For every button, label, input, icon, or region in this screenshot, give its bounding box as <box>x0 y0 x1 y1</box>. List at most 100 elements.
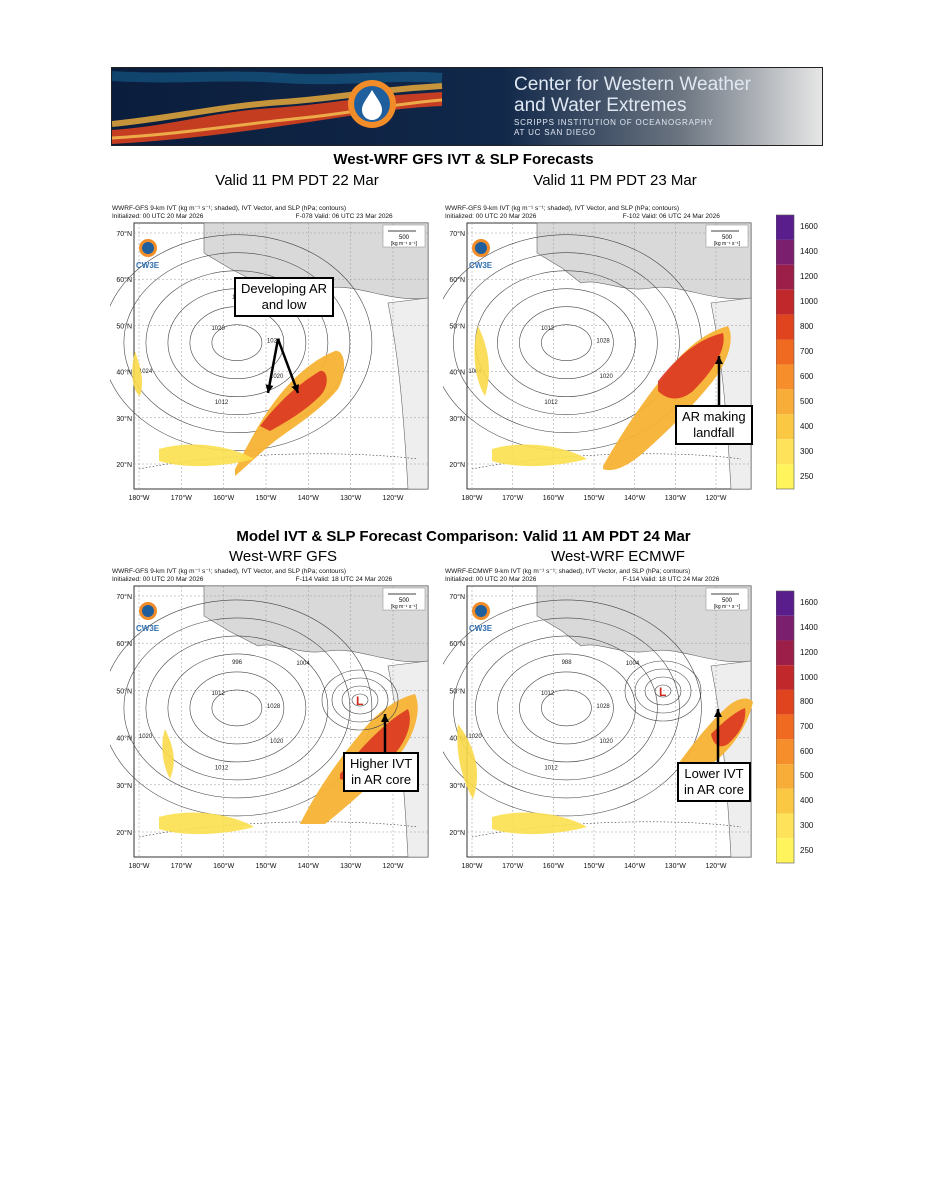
contour-label: 1028 <box>596 339 610 345</box>
colorbar-level-label: 1000 <box>800 672 818 682</box>
colorbar-level-label: 600 <box>800 746 814 756</box>
annotation-callout: AR making landfall <box>675 405 753 445</box>
lat-label: 60°N <box>116 276 132 284</box>
colorbar-swatch <box>776 788 794 814</box>
lon-label: 150°W <box>255 862 276 870</box>
slp-contour <box>110 234 373 451</box>
contour-label: 1028 <box>596 704 610 710</box>
colorbar-swatch <box>776 665 794 690</box>
annotation-callout: Higher IVT in AR core <box>343 752 420 792</box>
panel-header-valid: F-114 Valid: 18 UTC 24 Mar 2026 <box>622 576 720 583</box>
contour-label: 1020 <box>270 739 284 745</box>
contour-label: 996 <box>232 660 243 666</box>
map-panel-ecmwf-24mar: WWRF-ECMWF 9-km IVT (kg m⁻¹ s⁻¹; shaded)… <box>443 568 773 873</box>
section1-left-title: Valid 11 PM PDT 22 Mar <box>215 172 379 189</box>
panel-header-valid: F-114 Valid: 18 UTC 24 Mar 2026 <box>295 576 393 583</box>
slp-contour <box>123 252 351 433</box>
lat-label: 70°N <box>449 230 465 238</box>
colorbar-level-label: 1000 <box>800 297 818 307</box>
slp-contour <box>145 635 329 781</box>
colorbar-swatches <box>776 590 795 864</box>
contour-label: 1012 <box>211 691 225 697</box>
colorbar-level-label: 1400 <box>800 247 818 257</box>
banner-graphic <box>112 68 822 145</box>
contour-label: 1012 <box>541 691 555 697</box>
lat-label: 50°N <box>449 687 465 695</box>
lon-label: 170°W <box>171 494 192 502</box>
contour-label: 1004 <box>626 661 640 667</box>
lat-label: 50°N <box>449 322 465 330</box>
lat-label: 40°N <box>116 735 132 743</box>
lat-label: 40°N <box>449 369 465 377</box>
section1-right-title: Valid 11 PM PDT 23 Mar <box>533 172 697 189</box>
vector-key-units: [kg m⁻¹ s⁻¹] <box>714 604 741 610</box>
lat-label: 70°N <box>116 593 132 601</box>
cw3e-logo-text: CW3E <box>469 624 493 633</box>
slp-contour <box>541 324 592 361</box>
colorbar-level-label: 600 <box>800 371 814 381</box>
colorbar-swatch <box>776 591 794 616</box>
colorbar-swatch <box>776 414 794 440</box>
slp-contour <box>453 617 680 799</box>
ivt-colorbar-top: 1600 1400 1200 1000 800 700 600 500 400 300 250 <box>776 212 826 492</box>
colorbar-swatch <box>776 439 794 465</box>
lat-label: 30°N <box>449 415 465 423</box>
slp-contour <box>497 288 636 397</box>
lon-label: 130°W <box>340 862 361 870</box>
panel-header-description: WWRF-GFS 9-km IVT (kg m⁻¹ s⁻¹; shaded), … <box>445 205 680 212</box>
colorbar-swatch <box>776 239 794 265</box>
lat-label: 50°N <box>116 687 132 695</box>
contour-label: 1020 <box>211 326 225 332</box>
colorbar-level-label: 300 <box>800 446 814 456</box>
map-panel-gfs-23mar: WWRF-GFS 9-km IVT (kg m⁻¹ s⁻¹; shaded), … <box>443 205 773 505</box>
colorbar-level-label: 500 <box>800 771 814 781</box>
land-alaska <box>203 585 429 663</box>
panel-header-init: Initialized: 00 UTC 20 Mar 2026 <box>445 576 537 583</box>
vector-key-box <box>705 587 749 611</box>
lat-label: 40°N <box>449 735 465 743</box>
lat-label: 40°N <box>116 369 132 377</box>
vector-key-box <box>382 587 426 611</box>
lat-label: 60°N <box>116 640 132 648</box>
colorbar-swatch <box>776 739 794 765</box>
lon-label: 180°W <box>128 862 149 870</box>
banner-subtitle: SCRIPPS INSTITUTION OF OCEANOGRAPHY AT U… <box>514 118 714 137</box>
annotation-arrow <box>276 338 300 394</box>
annotation-arrow <box>266 338 280 394</box>
ar-core-shading <box>260 370 327 431</box>
colorbar-swatch <box>776 714 794 740</box>
land-west-coast <box>387 297 429 490</box>
lon-label: 180°W <box>461 494 482 502</box>
panel-header-init: Initialized: 00 UTC 20 Mar 2026 <box>445 213 537 220</box>
map-panel-gfs-22mar: WWRF-GFS 9-km IVT (kg m⁻¹ s⁻¹; shaded), … <box>110 205 430 505</box>
vector-key-value: 500 <box>399 235 410 241</box>
lon-label: 150°W <box>583 862 604 870</box>
slp-contour <box>123 617 351 799</box>
lat-label: 20°N <box>116 461 132 469</box>
colorbar-level-label: 800 <box>800 697 814 707</box>
colorbar-level-label: 300 <box>800 820 814 830</box>
contour-label: 1012 <box>544 765 558 771</box>
ar-core-shading <box>658 333 724 399</box>
ar-core-shading <box>711 708 746 747</box>
lon-label: 130°W <box>340 494 361 502</box>
section1-title: West-WRF GFS IVT & SLP Forecasts <box>333 151 594 168</box>
lon-label: 130°W <box>665 862 686 870</box>
colorbar-level-label: 1200 <box>800 272 818 282</box>
lon-label: 170°W <box>502 862 523 870</box>
colorbar-swatch <box>776 615 794 641</box>
colorbar-level-label: 400 <box>800 796 814 806</box>
lon-label: 170°W <box>502 494 523 502</box>
colorbar-level-label: 800 <box>800 322 814 332</box>
arrowhead-icon <box>291 384 299 393</box>
lon-label: 140°W <box>298 494 319 502</box>
slp-contour <box>475 635 658 781</box>
contour-label: 1020 <box>599 374 613 380</box>
lat-label: 50°N <box>116 322 132 330</box>
lat-label: 20°N <box>449 461 465 469</box>
colorbar-level-label: 700 <box>800 722 814 731</box>
low-pressure-marker: L <box>659 685 666 699</box>
lat-label: 20°N <box>116 829 132 837</box>
